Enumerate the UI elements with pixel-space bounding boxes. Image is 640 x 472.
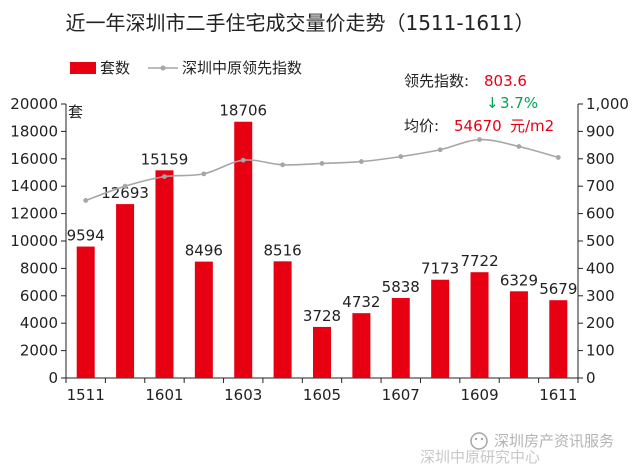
bar (431, 279, 450, 378)
index-point (201, 171, 207, 177)
y-left-tick-label: 4000 (20, 314, 58, 332)
bar-labels: 9594126931515984961870685163728473258387… (67, 102, 578, 325)
y-left-tick-label: 12000 (10, 205, 58, 223)
index-line (83, 137, 561, 203)
x-tick-label: 1511 (67, 386, 105, 404)
chart-title: 近一年深圳市二手住宅成交量价走势（1511-1611） (65, 11, 534, 35)
index-point (280, 162, 286, 168)
bar-value-label: 9594 (67, 227, 105, 245)
y-right-tick-label: 300 (586, 287, 615, 305)
wechat-icon-eye-right (480, 437, 484, 441)
bar-value-label: 7722 (460, 252, 498, 270)
bar (116, 204, 135, 378)
bar (391, 298, 410, 378)
bars (76, 121, 568, 379)
bar-value-label: 8496 (185, 242, 223, 260)
bar (234, 121, 253, 379)
bar-value-label: 3728 (303, 307, 341, 325)
x-ticks: 1511 1601 1603 1605 1607 1609 1611 (67, 386, 578, 404)
bar-value-label: 5838 (382, 278, 420, 296)
change-arrow-icon: ↓ (486, 94, 499, 112)
y-right-tick-label: 700 (586, 177, 615, 195)
bar-value-label: 5679 (539, 280, 577, 298)
bar-value-label: 7173 (421, 260, 459, 278)
watermark: 深圳房产资讯服务 深圳中原研究中心 (420, 432, 614, 466)
y-left-tick-label: 0 (48, 369, 58, 387)
x-tick-label: 1601 (145, 386, 183, 404)
y-left-tick-label: 18000 (10, 122, 58, 140)
index-point (437, 147, 443, 153)
y-left-tick-label: 14000 (10, 177, 58, 195)
index-label: 领先指数: (404, 72, 469, 90)
price-value: 54670 (454, 117, 502, 135)
wechat-icon (470, 432, 488, 450)
y-left-tick-label: 10000 (10, 232, 58, 250)
y-left-tick-label: 20000 (10, 95, 58, 113)
y-right-tick-label: 900 (586, 122, 615, 140)
bar (313, 326, 331, 378)
bar-value-label: 18706 (219, 102, 267, 120)
index-point (477, 137, 482, 143)
x-tick-label: 1607 (382, 386, 420, 404)
bar (509, 291, 528, 378)
watermark-center-text: 深圳中原研究中心 (420, 448, 540, 466)
watermark-text: 深圳房产资讯服务 (494, 432, 614, 450)
index-value: 803.6 (484, 72, 527, 90)
y-right-ticks: 0 100 200 300 400 500 600 700 800 900 1,000 (578, 95, 629, 387)
x-tick-label: 1605 (303, 386, 341, 404)
index-point (319, 161, 325, 166)
index-point (122, 183, 128, 189)
x-tick-label: 1609 (460, 386, 498, 404)
bar (76, 246, 95, 378)
bar (352, 313, 371, 378)
y-left-tick-label: 6000 (20, 287, 58, 305)
bar-value-label: 15159 (141, 150, 189, 168)
bar-value-label: 8516 (264, 241, 302, 259)
legend-label-line: 深圳中原领先指数 (182, 59, 302, 77)
y-right-tick-label: 0 (586, 369, 596, 387)
y-left-tick-label: 2000 (20, 342, 58, 360)
y-right-tick-label: 200 (586, 314, 615, 332)
x-tick-label: 1611 (539, 386, 577, 404)
index-point (83, 198, 89, 203)
bar (273, 261, 292, 378)
y-left-tick-label: 16000 (10, 150, 58, 168)
bar (194, 261, 213, 378)
bar-value-label: 12693 (101, 184, 149, 202)
y-right-tick-label: 600 (586, 205, 615, 223)
info-box: 领先指数: 803.6 ↓ 3.7% 均价: 54670 元/m2 (404, 72, 554, 135)
y-left-axis-label: 套 (68, 103, 83, 121)
bar-value-label: 6329 (500, 271, 538, 289)
bar-value-label: 4732 (342, 293, 380, 311)
bar (470, 272, 489, 378)
legend-swatch-marker (160, 65, 166, 71)
y-right-tick-label: 100 (586, 342, 615, 360)
x-tick-label: 1603 (224, 386, 262, 404)
change-value: 3.7% (500, 94, 538, 112)
legend-swatch-bar (70, 62, 96, 74)
y-right-tick-label: 800 (586, 150, 615, 168)
price-label: 均价: (404, 117, 439, 135)
y-left-ticks: 0 2000 4000 6000 8000 10000 12000 14000 16000 180… (10, 95, 66, 387)
y-left-tick-label: 8000 (20, 259, 58, 277)
legend-label-bar: 套数 (100, 59, 130, 77)
y-right-tick-label: 400 (586, 259, 615, 277)
bar (155, 170, 174, 378)
y-right-tick-label: 1,000 (586, 95, 629, 113)
bar (549, 300, 568, 378)
index-point (398, 154, 404, 160)
index-point (358, 159, 364, 164)
index-point (240, 157, 246, 163)
price-unit: 元/m2 (510, 117, 554, 135)
index-point (555, 155, 561, 160)
index-point (162, 174, 167, 180)
y-right-tick-label: 500 (586, 232, 615, 250)
legend: 套数 深圳中原领先指数 (70, 59, 302, 77)
wechat-icon-eye-left (474, 437, 478, 441)
index-point (516, 144, 522, 149)
